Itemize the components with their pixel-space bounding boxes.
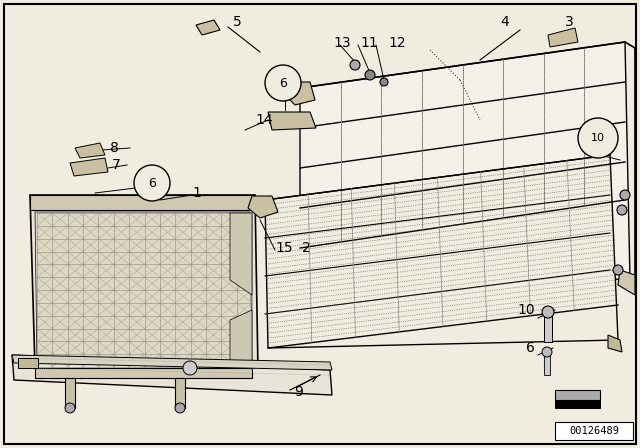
Polygon shape (230, 213, 252, 295)
Circle shape (365, 70, 375, 80)
Polygon shape (70, 158, 108, 176)
Polygon shape (12, 355, 332, 395)
Polygon shape (175, 378, 185, 408)
Circle shape (617, 205, 627, 215)
Circle shape (542, 347, 552, 357)
Circle shape (134, 165, 170, 201)
Polygon shape (555, 390, 600, 400)
Text: 10: 10 (591, 133, 605, 143)
Text: 6: 6 (148, 177, 156, 190)
Text: 13: 13 (333, 36, 351, 50)
Text: 11: 11 (360, 36, 378, 50)
Polygon shape (30, 195, 258, 370)
Polygon shape (265, 155, 618, 348)
Polygon shape (18, 358, 38, 368)
Circle shape (265, 65, 301, 101)
Text: 6: 6 (279, 77, 287, 90)
Text: 6: 6 (526, 341, 535, 355)
Polygon shape (608, 335, 622, 352)
Circle shape (578, 118, 618, 158)
Text: 1: 1 (192, 186, 201, 200)
Polygon shape (230, 310, 252, 368)
Polygon shape (268, 112, 316, 130)
Circle shape (65, 403, 75, 413)
Polygon shape (618, 270, 635, 295)
Text: 15: 15 (275, 241, 292, 255)
Text: 7: 7 (112, 158, 121, 172)
Circle shape (613, 265, 623, 275)
Polygon shape (544, 355, 550, 375)
FancyBboxPatch shape (555, 422, 633, 440)
Polygon shape (248, 196, 278, 218)
Text: 8: 8 (110, 141, 119, 155)
Circle shape (380, 78, 388, 86)
Polygon shape (75, 143, 105, 158)
Polygon shape (12, 355, 332, 370)
Text: 12: 12 (388, 36, 406, 50)
Polygon shape (555, 400, 600, 408)
Text: 10: 10 (517, 303, 535, 317)
Text: 2: 2 (302, 241, 311, 255)
Text: 9: 9 (294, 385, 303, 399)
Text: 3: 3 (565, 15, 573, 29)
Circle shape (350, 60, 360, 70)
Polygon shape (196, 20, 220, 35)
Polygon shape (30, 195, 255, 210)
Polygon shape (544, 315, 552, 342)
Text: 00126489: 00126489 (569, 426, 619, 436)
Circle shape (542, 306, 554, 318)
Polygon shape (65, 378, 75, 408)
Polygon shape (300, 42, 630, 280)
Polygon shape (548, 28, 578, 47)
Polygon shape (35, 368, 252, 378)
Text: 14: 14 (255, 113, 273, 127)
Circle shape (620, 190, 630, 200)
Circle shape (183, 361, 197, 375)
Text: 4: 4 (500, 15, 509, 29)
Text: 5: 5 (233, 15, 242, 29)
Circle shape (175, 403, 185, 413)
Polygon shape (35, 212, 252, 368)
Polygon shape (285, 82, 315, 105)
